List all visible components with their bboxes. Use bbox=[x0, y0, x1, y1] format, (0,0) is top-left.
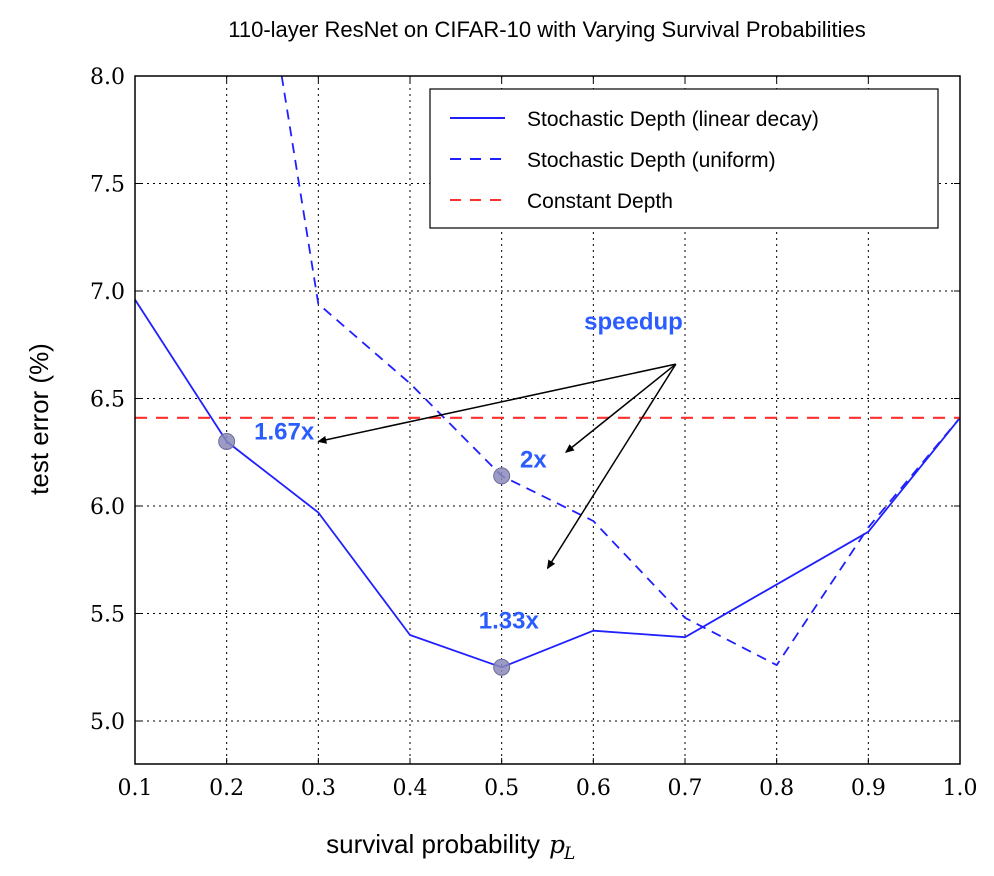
x-tick-label: 0.9 bbox=[851, 776, 886, 801]
series-line-1 bbox=[280, 75, 961, 666]
highlight-points bbox=[218, 433, 511, 676]
y-tick-label: 8.0 bbox=[90, 65, 125, 90]
x-tick-label: 0.7 bbox=[668, 776, 703, 801]
x-axis-label: survival probability bbox=[326, 829, 540, 859]
x-axis-symbol-subscript: L bbox=[563, 844, 575, 864]
y-tick-label: 5.0 bbox=[90, 710, 125, 735]
legend-box bbox=[429, 88, 939, 229]
x-tick-label: 0.3 bbox=[301, 776, 336, 801]
chart-title: 110-layer ResNet on CIFAR-10 with Varyin… bbox=[228, 17, 865, 42]
speedup-label: 2x bbox=[520, 446, 547, 473]
x-tick-label: 0.6 bbox=[576, 776, 611, 801]
legend-label-0: Stochastic Depth (linear decay) bbox=[527, 108, 819, 131]
plot-frame bbox=[134, 75, 961, 765]
y-tick-label: 7.5 bbox=[90, 173, 125, 198]
legend-label-2: Constant Depth bbox=[527, 190, 673, 213]
y-axis-label: test error (%) bbox=[24, 343, 54, 495]
y-tick-label: 6.0 bbox=[90, 495, 125, 520]
speedup-header: speedup bbox=[584, 309, 683, 336]
speedup-arrow bbox=[546, 363, 677, 570]
speedup-arrow bbox=[565, 363, 677, 453]
speedup-arrow bbox=[317, 363, 676, 444]
speedup-label: 1.67x bbox=[254, 418, 315, 445]
x-tick-label: 0.1 bbox=[118, 776, 153, 801]
x-axis-symbol: p bbox=[549, 830, 565, 859]
annotation-layer: 1.67x 2x 1.33x speedup bbox=[254, 309, 683, 635]
x-tick-label: 1.0 bbox=[943, 776, 978, 801]
legend-label-1: Stochastic Depth (uniform) bbox=[527, 149, 776, 172]
x-tick-label: 0.8 bbox=[759, 776, 794, 801]
x-axis-ticks: 0.1 0.2 0.3 0.4 0.5 0.6 0.7 0.8 0.9 1.0 bbox=[118, 76, 978, 801]
series-line-0 bbox=[134, 299, 961, 669]
y-tick-label: 7.0 bbox=[90, 280, 125, 305]
y-axis-ticks: 5.0 5.5 6.0 6.5 7.0 7.5 8.0 bbox=[90, 65, 960, 735]
speedup-label: 1.33x bbox=[479, 608, 540, 635]
x-tick-label: 0.2 bbox=[209, 776, 244, 801]
y-tick-label: 6.5 bbox=[90, 388, 125, 413]
highlight-point bbox=[218, 433, 236, 450]
highlight-point bbox=[493, 658, 511, 676]
highlight-point bbox=[493, 467, 511, 485]
y-tick-label: 5.5 bbox=[90, 603, 125, 628]
legend: Stochastic Depth (linear decay) Stochasti… bbox=[429, 88, 939, 229]
x-tick-label: 0.5 bbox=[484, 776, 519, 801]
x-tick-label: 0.4 bbox=[393, 776, 428, 801]
